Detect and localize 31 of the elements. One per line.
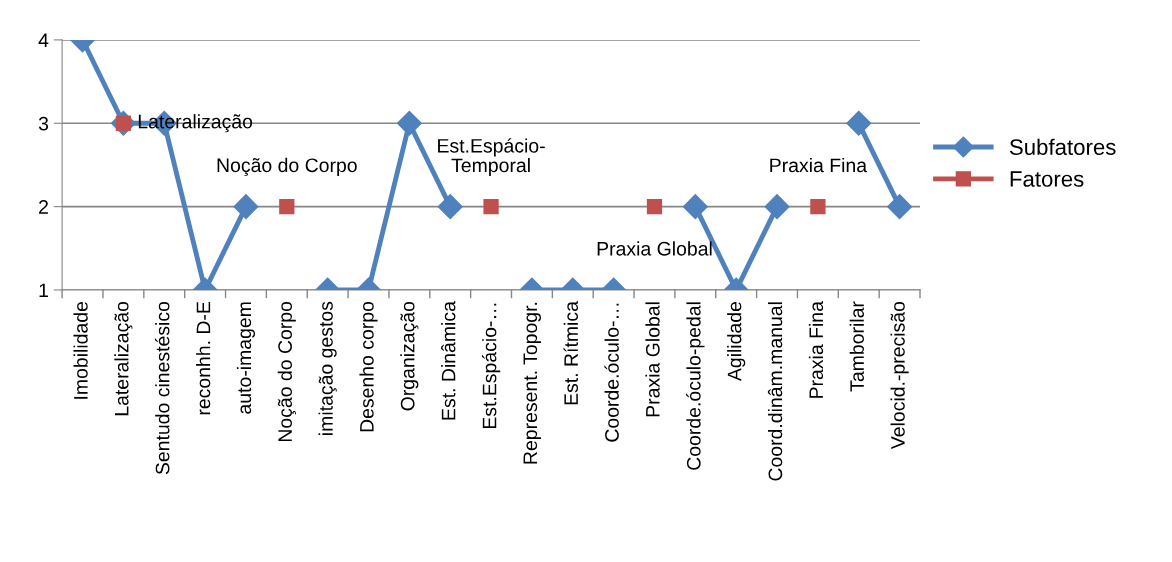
y-tick-label: 3 <box>38 116 49 131</box>
x-tick-label: Organização <box>400 301 419 411</box>
annotation: Praxia Fina <box>770 157 868 173</box>
x-tick-label: Praxia Global <box>645 302 660 417</box>
annotation: Est.Espácio- Temporal <box>438 138 545 177</box>
x-tick-label: Coorde.óculo-pedal <box>686 302 705 470</box>
x-tick-label: Coorde.óculo-… <box>604 303 619 442</box>
x-tick-label: reconhh. D-E <box>196 301 211 415</box>
x-tick-label: Desenho corpo <box>359 301 378 432</box>
x-tick-label: Agilidade <box>727 301 746 382</box>
annotation: Noção do Corpo <box>217 157 357 177</box>
x-tick-label: Coord.dinâm.manual <box>767 302 783 481</box>
legend-label: Subfatores <box>1009 138 1116 155</box>
x-tick-label: Tamborilar <box>849 301 864 392</box>
annotation: Praxia Global <box>597 241 712 256</box>
legend-label: Fatores <box>1010 171 1084 187</box>
x-tick-label: auto-imagem <box>236 302 256 414</box>
y-tick-label: 2 <box>39 200 48 214</box>
x-tick-label: Sentudo cinestésico <box>154 301 170 475</box>
x-tick-label: Est.Espácio-… <box>481 303 501 429</box>
x-tick-label: Praxia Fina <box>808 301 824 398</box>
x-tick-label: Est. Rítmica <box>563 301 578 405</box>
x-tick-label: Represent. Topogr. <box>523 302 541 464</box>
x-tick-label: Lateralização <box>114 301 133 416</box>
x-tick-label: Noção do Corpo <box>277 301 296 442</box>
x-tick-label: Est. Dinâmica <box>441 301 456 420</box>
x-tick-label: Velocid.-precisão <box>890 301 909 450</box>
y-tick-label: 1 <box>39 283 48 298</box>
y-tick-label: 4 <box>38 33 49 47</box>
x-tick-label: imitação gestos <box>318 301 337 435</box>
x-tick-label: Imobilidade <box>73 301 88 399</box>
